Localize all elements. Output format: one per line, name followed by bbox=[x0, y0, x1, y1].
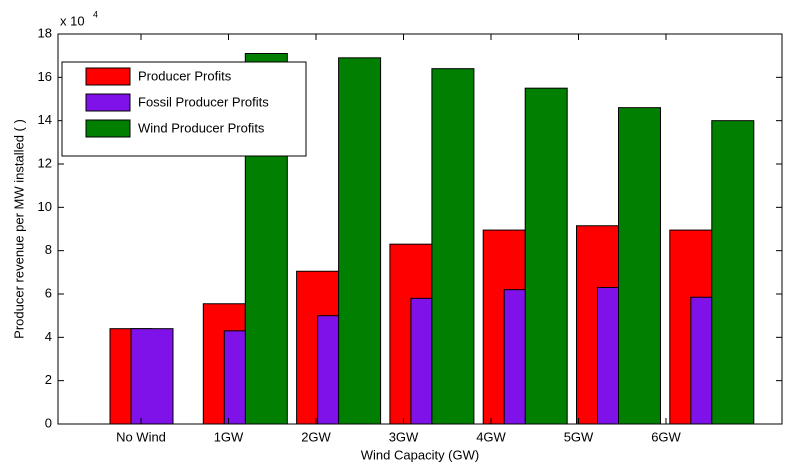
y-tick-label: 16 bbox=[38, 69, 52, 84]
bar bbox=[711, 120, 755, 425]
bar bbox=[431, 68, 475, 425]
x-tick-label: 1GW bbox=[214, 429, 244, 444]
y-tick-label: 0 bbox=[45, 415, 52, 430]
y-axis-label: Producer revenue per MW installed ( ) bbox=[11, 119, 26, 339]
y-multiplier-exponent: 4 bbox=[93, 9, 98, 19]
y-multiplier: x 10 bbox=[60, 13, 85, 28]
legend-swatch bbox=[85, 67, 131, 86]
plot-frame bbox=[57, 33, 783, 425]
legend-swatch bbox=[85, 119, 131, 138]
x-tick-label: 4GW bbox=[476, 429, 506, 444]
x-tick-label: 6GW bbox=[651, 429, 681, 444]
legend-swatch bbox=[85, 93, 131, 112]
legend-label: Fossil Producer Profits bbox=[138, 94, 269, 109]
bar bbox=[524, 87, 568, 425]
y-tick-label: 10 bbox=[38, 199, 52, 214]
x-tick-label: 3GW bbox=[389, 429, 419, 444]
bar bbox=[618, 107, 661, 425]
x-tick-label: No Wind bbox=[116, 429, 166, 444]
y-tick-label: 6 bbox=[45, 285, 52, 300]
bar bbox=[338, 57, 382, 425]
x-tick-label: 2GW bbox=[301, 429, 331, 444]
bar bbox=[130, 328, 174, 425]
y-tick-label: 8 bbox=[45, 242, 52, 257]
y-tick-label: 14 bbox=[38, 112, 52, 127]
x-tick-label: 5GW bbox=[564, 429, 594, 444]
y-tick-label: 2 bbox=[45, 372, 52, 387]
y-tick-label: 18 bbox=[38, 25, 52, 40]
x-axis-label: Wind Capacity (GW) bbox=[361, 447, 479, 462]
legend-label: Wind Producer Profits bbox=[138, 120, 265, 135]
y-tick-label: 12 bbox=[38, 155, 52, 170]
legend-label: Producer Profits bbox=[138, 68, 232, 83]
y-tick-label: 4 bbox=[45, 329, 52, 344]
